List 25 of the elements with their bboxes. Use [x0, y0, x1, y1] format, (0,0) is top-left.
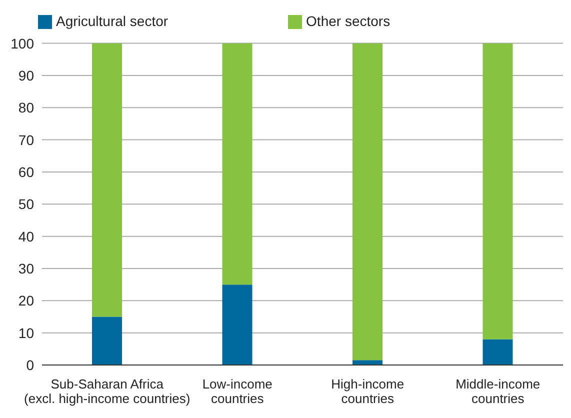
- bar: [92, 316, 122, 365]
- bar: [482, 339, 513, 365]
- bar: [352, 43, 382, 360]
- x-tick-label: Low-income countries: [202, 376, 272, 406]
- x-tick-label: Sub-Saharan Africa (excl. high-income countries): [24, 376, 190, 406]
- legend-label: Agricultural sector: [56, 13, 168, 29]
- x-tick-label: High-income countries: [331, 376, 404, 406]
- legend-label: Other sectors: [306, 13, 390, 29]
- bar: [92, 43, 122, 317]
- bar: [482, 43, 513, 340]
- y-tick-label: 80: [18, 100, 34, 116]
- y-tick-label: 50: [18, 196, 34, 212]
- y-tick-label: 60: [18, 164, 34, 180]
- y-tick-label: 10: [18, 324, 34, 341]
- y-tick-label: 40: [18, 228, 34, 244]
- y-tick-label: 20: [18, 292, 34, 309]
- bar: [352, 360, 382, 365]
- x-tick-label: Middle-income countries: [456, 376, 540, 406]
- y-tick-label: 90: [18, 67, 34, 84]
- y-tick-label: 100: [10, 35, 34, 52]
- y-tick-label: 0: [26, 356, 34, 373]
- bar: [222, 284, 252, 365]
- y-tick-label: 70: [18, 132, 34, 148]
- bar: [222, 43, 252, 285]
- y-tick-label: 30: [18, 260, 34, 276]
